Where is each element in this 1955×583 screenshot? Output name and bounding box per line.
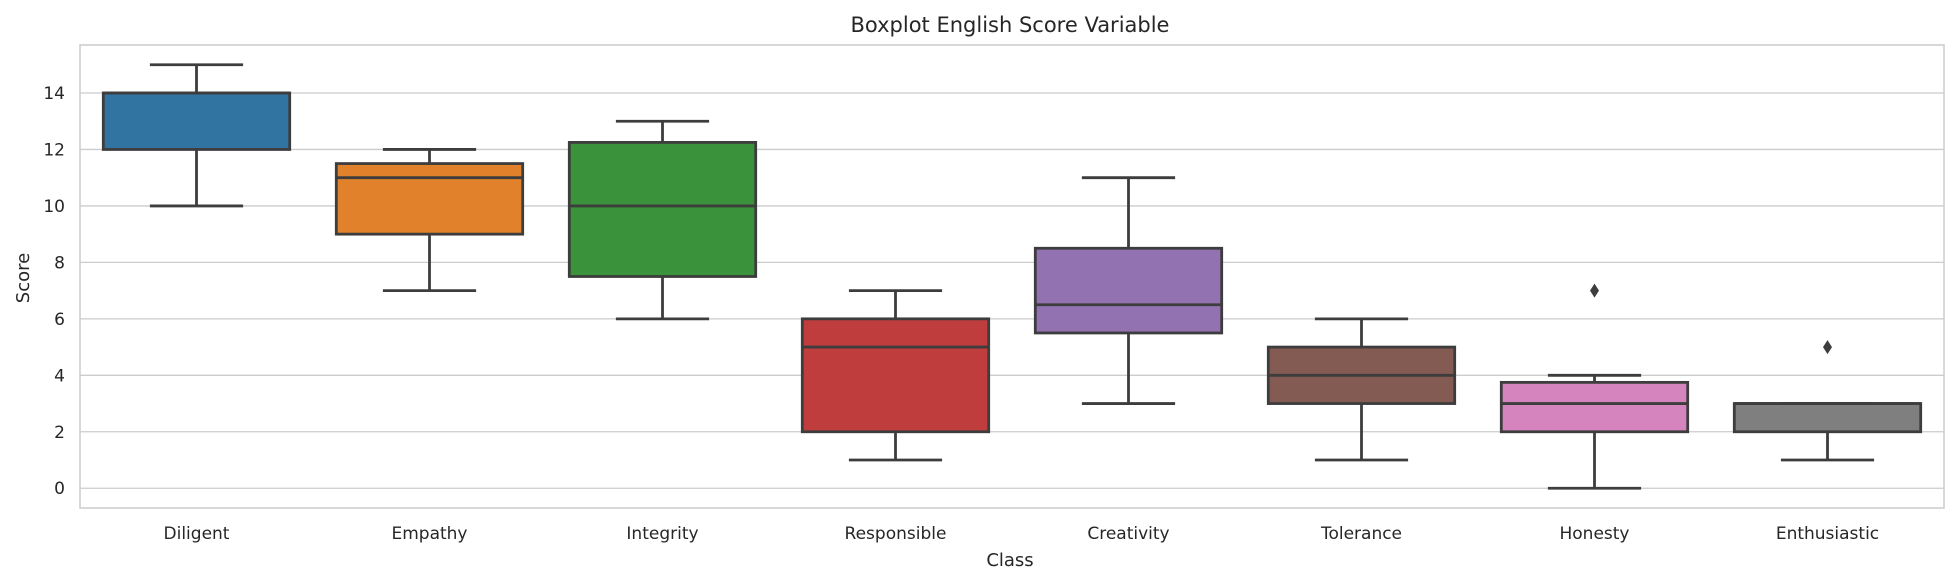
box-tolerance: [1266, 317, 1457, 462]
x-tick-label: Enthusiastic: [1776, 524, 1879, 544]
box-responsible: [800, 289, 991, 462]
outlier-point: [1823, 340, 1832, 355]
y-axis-label: Score: [13, 253, 34, 303]
chart-title: Boxplot English Score Variable: [851, 13, 1170, 37]
y-tick-label: 12: [43, 140, 65, 160]
box-enthusiastic: [1732, 340, 1923, 462]
y-tick-label: 4: [54, 366, 65, 386]
box-iqr: [101, 91, 292, 151]
boxes: [101, 63, 1923, 490]
box-iqr: [1499, 380, 1690, 434]
x-tick-label: Responsible: [845, 524, 947, 544]
box-integrity: [567, 119, 758, 321]
x-tick-label: Honesty: [1559, 524, 1629, 544]
box-diligent: [101, 63, 292, 208]
x-axis-ticks: Diligent Empathy Integrity Responsible Creat…: [164, 524, 1880, 544]
y-tick-label: 10: [43, 197, 65, 217]
box-iqr: [1732, 402, 1923, 434]
box-iqr: [800, 317, 991, 434]
box-iqr: [1033, 246, 1224, 335]
plot-frame: [79, 44, 1945, 509]
y-tick-label: 8: [54, 253, 65, 273]
box-iqr: [334, 162, 525, 236]
x-tick-label: Integrity: [626, 524, 698, 544]
box-creativity: [1033, 176, 1224, 405]
x-tick-label: Tolerance: [1320, 524, 1402, 544]
x-tick-label: Creativity: [1087, 524, 1169, 544]
x-tick-label: Empathy: [391, 524, 467, 544]
y-tick-label: 14: [43, 84, 65, 104]
x-tick-label: Diligent: [164, 524, 230, 544]
y-tick-label: 6: [54, 310, 65, 330]
y-tick-label: 2: [54, 423, 65, 443]
box-empathy: [334, 148, 525, 293]
y-tick-label: 0: [54, 479, 65, 499]
x-axis-label: Class: [986, 550, 1033, 571]
box-honesty: [1499, 283, 1690, 490]
outlier-point: [1590, 283, 1599, 298]
box-iqr: [567, 140, 758, 278]
y-axis-ticks: 0 2 4 6 8 10 12 14: [43, 84, 65, 499]
